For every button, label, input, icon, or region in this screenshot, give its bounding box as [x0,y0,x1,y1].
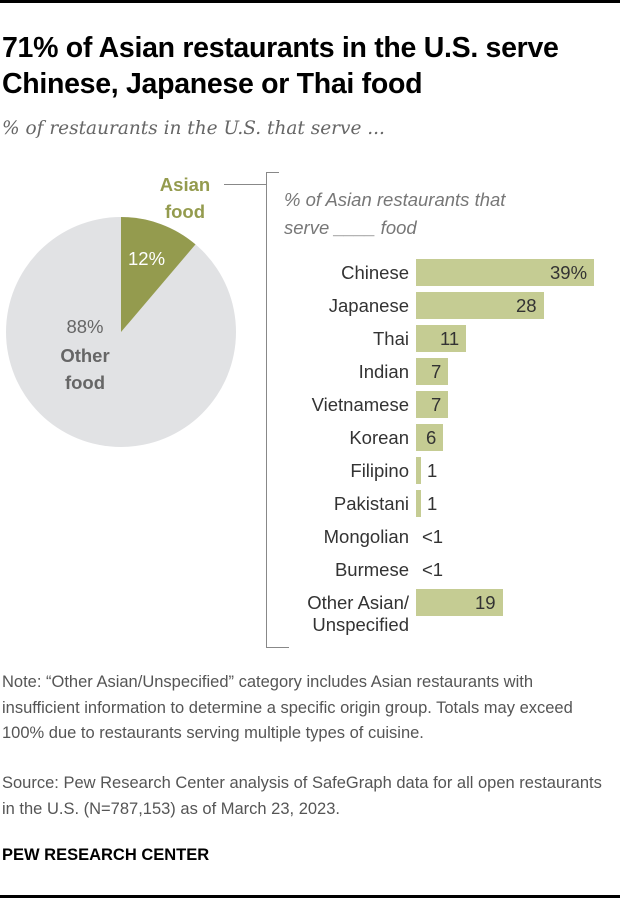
bar [416,424,443,451]
asian-food-label: Asian food [159,174,211,222]
bar-value: 7 [431,394,442,415]
bar-value: <1 [422,526,444,547]
other-value: 88% [66,316,104,337]
bar-row: Mongolian <1 [260,523,620,551]
bar-row: Korean 6 [260,424,620,452]
bar-label: Vietnamese [311,394,409,415]
bar [416,457,421,484]
chart-subtitle: % of restaurants in the U.S. that serve … [2,118,385,139]
chart-title: 71% of Asian restaurants in the U.S. ser… [2,32,559,100]
leader-line [224,184,266,185]
bar [416,292,544,319]
bar-label: Korean [349,427,409,448]
bar-row: Chinese 39% [260,259,620,287]
bar-value: <1 [422,559,444,580]
bracket [266,172,291,648]
note: Note: “Other Asian/Unspecified” category… [2,673,573,742]
bar-value: 19 [475,592,496,613]
bar-row: Indian 7 [260,358,620,386]
pie-slice-asian [121,217,196,332]
bar [416,589,503,616]
bar-row: Burmese <1 [260,556,620,584]
bar-row: Vietnamese 7 [260,391,620,419]
top-rule [0,0,620,3]
brand-logo-text: PEW RESEARCH CENTER [2,846,210,864]
bar-value: 39% [550,262,588,283]
bar [416,259,594,286]
other-food-label: Other food [60,345,110,393]
bar-value: 1 [427,460,438,481]
bar-label: Pakistani [333,493,409,514]
pie-chart [6,217,236,447]
bar-label: Japanese [328,295,409,316]
bar [416,490,421,517]
bar-label: Chinese [341,262,409,283]
bar-label: Other Asian/Unspecified [307,592,409,635]
bar [416,391,448,418]
bottom-rule [0,895,620,898]
bar-label: Filipino [350,460,409,481]
bar-label: Thai [373,328,409,349]
bar-row: Filipino 1 [260,457,620,485]
bar [416,325,466,352]
bar-value: 1 [427,493,438,514]
bar-row: Japanese 28 [260,292,620,320]
bar-value: 6 [426,427,437,448]
bar [416,358,448,385]
asian-value: 12% [128,248,166,269]
source: Source: Pew Research Center analysis of … [2,774,602,818]
bar-chart-title: % of Asian restaurants that serve ____ f… [284,189,506,238]
bar-label: Burmese [334,559,409,580]
bar-value: 28 [516,295,537,316]
bar-value: 11 [440,328,460,349]
bar-row: Other Asian/Unspecified 19 [260,589,620,635]
bar-row: Pakistani 1 [260,490,620,518]
bar-row: Thai 11 [260,325,620,353]
bar-label: Mongolian [323,526,409,547]
bar-value: 7 [431,361,442,382]
bar-label: Indian [358,361,409,382]
